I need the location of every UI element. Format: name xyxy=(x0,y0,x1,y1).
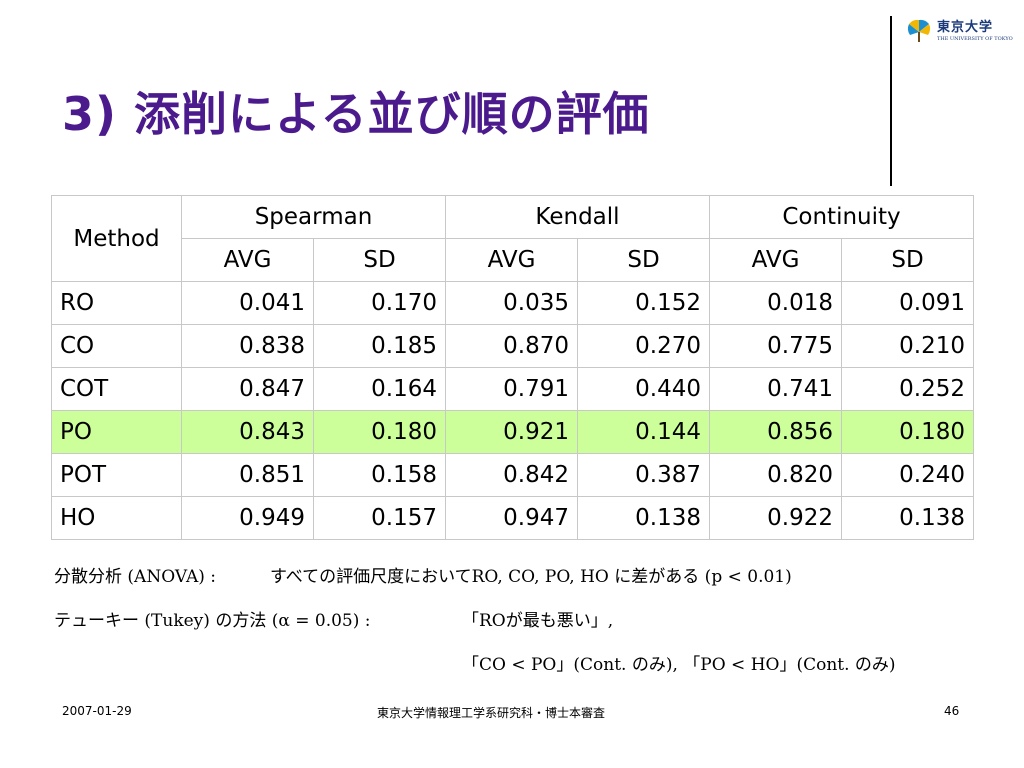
header-method: Method xyxy=(51,195,182,282)
method-cell: POT xyxy=(51,453,182,497)
vertical-divider xyxy=(890,16,892,186)
subheader-sd: SD xyxy=(841,238,974,282)
logo-name: 東京大学 xyxy=(937,19,994,35)
anova-label: 分散分析 (ANOVA) : xyxy=(54,567,216,587)
value-cell: 0.240 xyxy=(841,453,974,497)
value-cell: 0.947 xyxy=(445,496,578,540)
value-cell: 0.847 xyxy=(181,367,314,411)
footer-date: 2007-01-29 xyxy=(62,704,132,718)
footer-affiliation: 東京大学情報理工学系研究科・博士本審査 xyxy=(377,706,606,720)
value-cell: 0.091 xyxy=(841,281,974,325)
value-cell: 0.158 xyxy=(313,453,446,497)
value-cell: 0.138 xyxy=(577,496,710,540)
value-cell: 0.157 xyxy=(313,496,446,540)
value-cell: 0.949 xyxy=(181,496,314,540)
value-cell: 0.922 xyxy=(709,496,842,540)
value-cell: 0.440 xyxy=(577,367,710,411)
value-cell: 0.138 xyxy=(841,496,974,540)
value-cell: 0.842 xyxy=(445,453,578,497)
value-cell: 0.035 xyxy=(445,281,578,325)
value-cell: 0.170 xyxy=(313,281,446,325)
tukey-result-1: 「ROが最も悪い」, xyxy=(462,611,614,631)
value-cell: 0.843 xyxy=(181,410,314,454)
header-spearman: Spearman xyxy=(181,195,446,239)
method-cell: RO xyxy=(51,281,182,325)
value-cell: 0.180 xyxy=(313,410,446,454)
value-cell: 0.180 xyxy=(841,410,974,454)
method-cell: HO xyxy=(51,496,182,540)
table-row: HO 0.949 0.157 0.947 0.138 0.922 0.138 xyxy=(51,496,974,540)
table-row: CO 0.838 0.185 0.870 0.270 0.775 0.210 xyxy=(51,324,974,368)
method-cell: PO xyxy=(51,410,182,454)
value-cell: 0.185 xyxy=(313,324,446,368)
value-cell: 0.270 xyxy=(577,324,710,368)
table-row: COT 0.847 0.164 0.791 0.440 0.741 0.252 xyxy=(51,367,974,411)
value-cell: 0.870 xyxy=(445,324,578,368)
highlighted-table-row: PO 0.843 0.180 0.921 0.144 0.856 0.180 xyxy=(51,410,974,454)
logo-subtitle: THE UNIVERSITY OF TOKYO xyxy=(937,35,1013,42)
value-cell: 0.041 xyxy=(181,281,314,325)
value-cell: 0.791 xyxy=(445,367,578,411)
value-cell: 0.856 xyxy=(709,410,842,454)
slide-title: 3) 添削による並び順の評価 xyxy=(62,87,650,141)
value-cell: 0.820 xyxy=(709,453,842,497)
table-row: RO 0.041 0.170 0.035 0.152 0.018 0.091 xyxy=(51,281,974,325)
university-logo: 東京大学 THE UNIVERSITY OF TOKYO xyxy=(906,14,1013,48)
value-cell: 0.921 xyxy=(445,410,578,454)
value-cell: 0.252 xyxy=(841,367,974,411)
anova-text: すべての評価尺度においてRO, CO, PO, HO に差がある (p < 0.… xyxy=(270,567,792,587)
value-cell: 0.152 xyxy=(577,281,710,325)
subheader-avg: AVG xyxy=(445,238,578,282)
subheader-sd: SD xyxy=(313,238,446,282)
subheader-sd: SD xyxy=(577,238,710,282)
table-row: POT 0.851 0.158 0.842 0.387 0.820 0.240 xyxy=(51,453,974,497)
method-cell: COT xyxy=(51,367,182,411)
subheader-avg: AVG xyxy=(709,238,842,282)
value-cell: 0.741 xyxy=(709,367,842,411)
value-cell: 0.144 xyxy=(577,410,710,454)
method-cell: CO xyxy=(51,324,182,368)
ginkgo-leaf-icon xyxy=(907,19,931,42)
value-cell: 0.775 xyxy=(709,324,842,368)
value-cell: 0.210 xyxy=(841,324,974,368)
value-cell: 0.018 xyxy=(709,281,842,325)
value-cell: 0.851 xyxy=(181,453,314,497)
tukey-label: テューキー (Tukey) の方法 (α = 0.05) : xyxy=(54,611,371,631)
tukey-result-2: 「CO < PO」(Cont. のみ), 「PO < HO」(Cont. のみ) xyxy=(462,655,896,675)
footer-page-number: 46 xyxy=(944,704,960,718)
subheader-avg: AVG xyxy=(181,238,314,282)
header-kendall: Kendall xyxy=(445,195,710,239)
results-table: Method Spearman Kendall Continuity AVG S… xyxy=(51,195,974,540)
value-cell: 0.838 xyxy=(181,324,314,368)
header-continuity: Continuity xyxy=(709,195,974,239)
value-cell: 0.164 xyxy=(313,367,446,411)
value-cell: 0.387 xyxy=(577,453,710,497)
